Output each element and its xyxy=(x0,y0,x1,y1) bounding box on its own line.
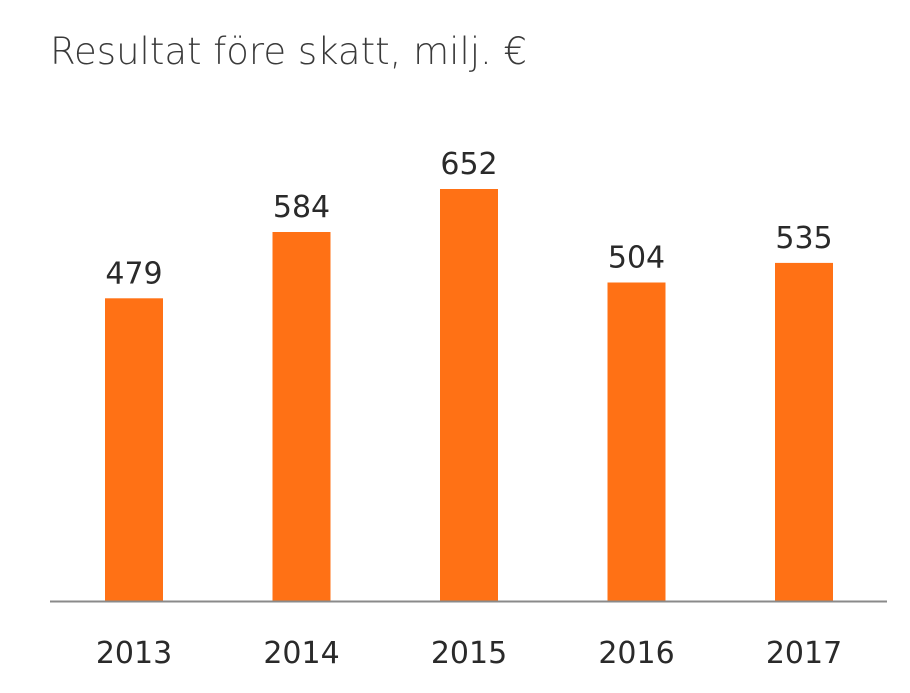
chart-title: Resultat före skatt, milj. € xyxy=(50,30,528,73)
bar-2014 xyxy=(272,232,331,601)
data-label-2015: 652 xyxy=(440,147,497,182)
data-label-2014: 584 xyxy=(273,190,330,225)
x-tick-label-2013: 2013 xyxy=(96,636,172,671)
data-label-2016: 504 xyxy=(608,241,665,276)
bar-2013 xyxy=(105,298,163,601)
bar-2016 xyxy=(607,282,666,601)
x-tick-label-2016: 2016 xyxy=(598,636,674,671)
data-label-2013: 479 xyxy=(105,256,162,291)
data-label-2017: 535 xyxy=(775,221,832,256)
x-tick-label-2015: 2015 xyxy=(431,636,507,671)
x-tick-label-2017: 2017 xyxy=(766,636,842,671)
bar-2017 xyxy=(775,262,833,601)
bar-2015 xyxy=(440,189,498,601)
x-tick-label-2014: 2014 xyxy=(263,636,339,671)
